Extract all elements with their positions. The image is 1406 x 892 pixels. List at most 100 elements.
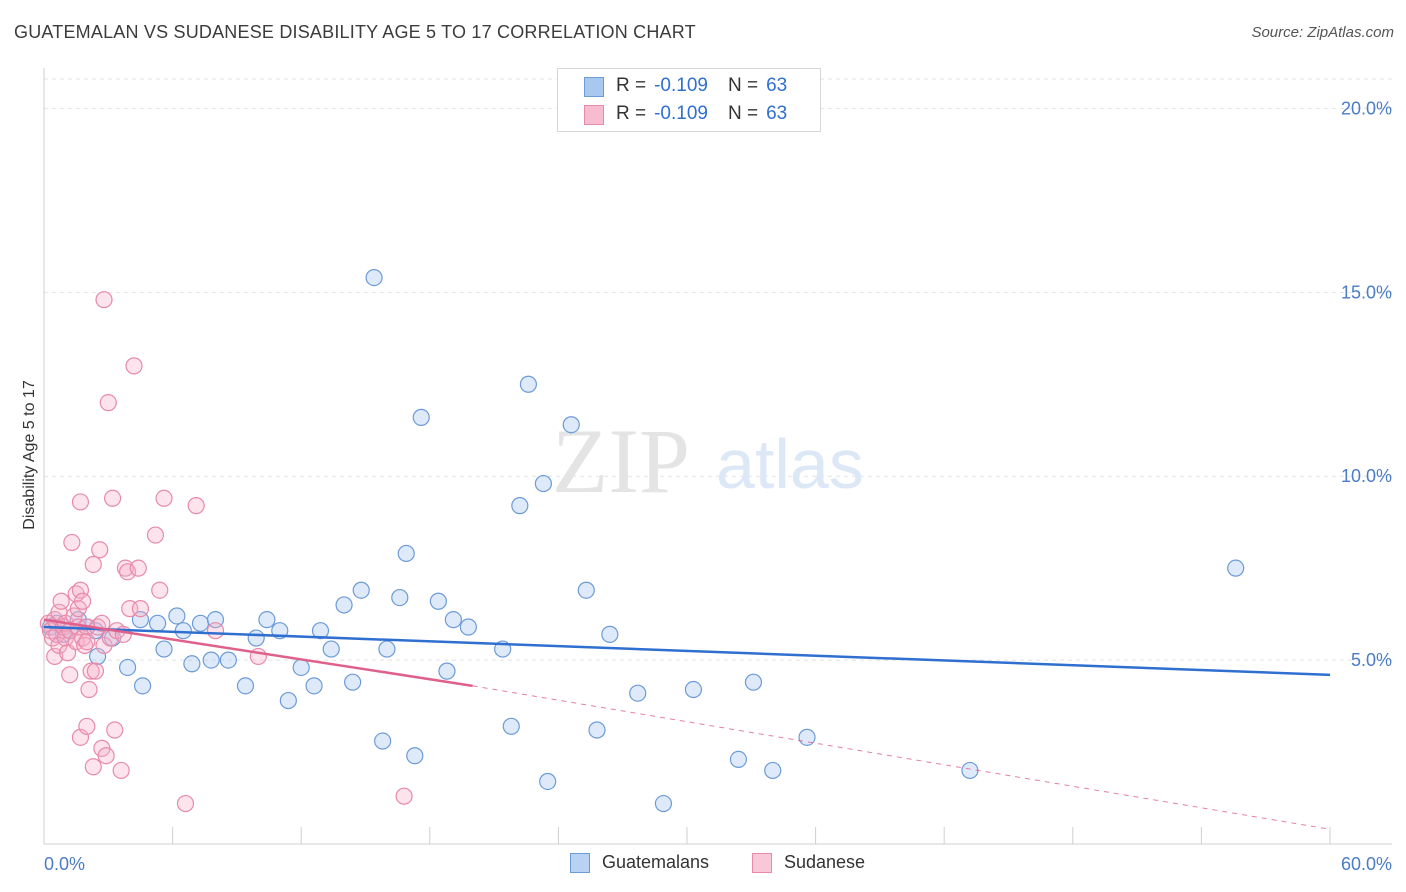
watermark-zip: ZIP	[552, 410, 690, 512]
guatemalan-point	[519, 375, 537, 393]
guatemalan-point	[311, 622, 330, 640]
bottom-legend-label: Guatemalans	[602, 852, 710, 872]
sudanese-point	[46, 647, 64, 666]
sudanese-point	[86, 662, 105, 680]
sudanese-point	[71, 581, 90, 599]
sudanese-point	[131, 600, 150, 618]
sudanese-point	[206, 622, 225, 640]
guatemalan-point	[729, 750, 748, 769]
guatemalan-point	[322, 640, 340, 658]
sudanese-point	[61, 666, 79, 684]
x-tick-label: 0.0%	[44, 854, 85, 874]
y-axis-label: Disability Age 5 to 17	[21, 380, 38, 530]
legend-n-value: 63	[766, 75, 788, 96]
guatemalan-point	[305, 677, 323, 695]
guatemalan-point	[629, 684, 647, 702]
guatemalan-point	[191, 614, 210, 632]
sudanese-point	[99, 394, 117, 412]
guatemalan-point	[279, 691, 297, 710]
guatemalan-point	[219, 651, 237, 669]
legend-r-label: R =	[616, 103, 647, 124]
y-tick-label: 5.0%	[1351, 650, 1392, 670]
guatemalan-point	[133, 677, 152, 695]
guatemalan-point	[148, 614, 167, 632]
sudanese-point	[95, 291, 113, 309]
guatemalan-point	[684, 680, 703, 699]
guatemalan-point	[438, 662, 456, 680]
guatemalan-point	[378, 640, 396, 658]
sudanese-point	[91, 541, 109, 559]
guatemalan-point	[174, 622, 192, 640]
tick-labels: 5.0% 10.0% 15.0% 20.0% 0.0% 60.0%	[44, 98, 1392, 874]
y-tick-label: 20.0%	[1341, 98, 1392, 118]
grid-lines	[44, 78, 1392, 661]
bottom-legend-swatch	[570, 852, 590, 873]
guatemalan-point	[202, 651, 220, 669]
sudanese-point	[71, 493, 90, 511]
guatemalan-point	[155, 640, 173, 658]
chart-title: GUATEMALAN VS SUDANESE DISABILITY AGE 5 …	[14, 22, 696, 42]
sudanese-point	[52, 592, 70, 610]
guatemalan-point	[352, 581, 370, 599]
legend-r-label: R =	[616, 75, 647, 96]
sudanese-point	[129, 559, 147, 577]
bottom-legend-sudanese: Sudanese	[752, 852, 865, 873]
guatemalan-point	[588, 721, 606, 739]
trend-lines	[43, 618, 1331, 830]
guatemalan-point	[236, 677, 255, 695]
guatemalan-point	[397, 544, 415, 563]
sudanese-point	[187, 497, 205, 515]
guatemalan-point	[406, 747, 424, 765]
guatemalan-point	[444, 611, 462, 629]
x-tick-label: 60.0%	[1341, 854, 1392, 874]
guatemalan-point	[344, 673, 362, 691]
guatemalan-trend-line	[43, 625, 1331, 677]
legend-swatch-guatemalans	[584, 77, 604, 97]
sudanese-point	[82, 662, 100, 680]
guatemalan-point	[118, 658, 137, 677]
sudanese-point	[112, 761, 130, 780]
sudanese-point	[63, 533, 81, 552]
guatemalan-point	[258, 611, 276, 629]
guatemalan-point	[502, 717, 520, 735]
sudanese-point	[118, 563, 137, 581]
guatemalan-point	[1227, 559, 1245, 577]
sudanese-point	[106, 721, 124, 739]
sudanese-point	[146, 526, 165, 544]
guatemalan-point	[577, 581, 595, 599]
sudanese-point	[80, 680, 98, 699]
guatemalan-point	[601, 625, 619, 643]
guatemalan-point	[374, 732, 392, 750]
watermark-atlas: atlas	[716, 425, 864, 503]
guatemalan-point	[168, 607, 186, 625]
legend-n-label: N =	[727, 103, 759, 124]
data-points	[39, 269, 1245, 813]
legend-r-value: -0.109	[654, 103, 708, 124]
sudanese-trend-extension	[472, 685, 1331, 830]
guatemalan-point	[365, 269, 383, 287]
guatemalan-point	[335, 596, 353, 614]
guatemalan-point	[511, 497, 529, 515]
axes	[43, 68, 1392, 845]
sudanese-point	[84, 758, 102, 776]
bottom-legend-swatch	[752, 852, 772, 873]
y-tick-label: 10.0%	[1341, 466, 1392, 486]
watermark: ZIP atlas	[552, 410, 864, 512]
guatemalan-point	[391, 588, 409, 607]
guatemalan-point	[562, 416, 580, 434]
legend-n-label: N =	[727, 75, 759, 96]
sudanese-point	[103, 489, 122, 507]
guatemalan-point	[534, 474, 552, 493]
source-label: Source: ZipAtlas.com	[1251, 24, 1394, 41]
guatemalan-point	[961, 761, 979, 780]
sudanese-point	[125, 357, 143, 375]
sudanese-point	[176, 794, 195, 813]
sudanese-point	[78, 633, 96, 651]
legend-row-sudanese: R = -0.109 N = 63	[616, 101, 787, 127]
sudanese-trend-line	[43, 618, 473, 688]
legend-row-guatemalans: R = -0.109 N = 63	[616, 73, 787, 99]
guatemalan-point	[654, 794, 673, 813]
guatemalan-point	[459, 618, 477, 636]
sudanese-point	[97, 747, 115, 765]
